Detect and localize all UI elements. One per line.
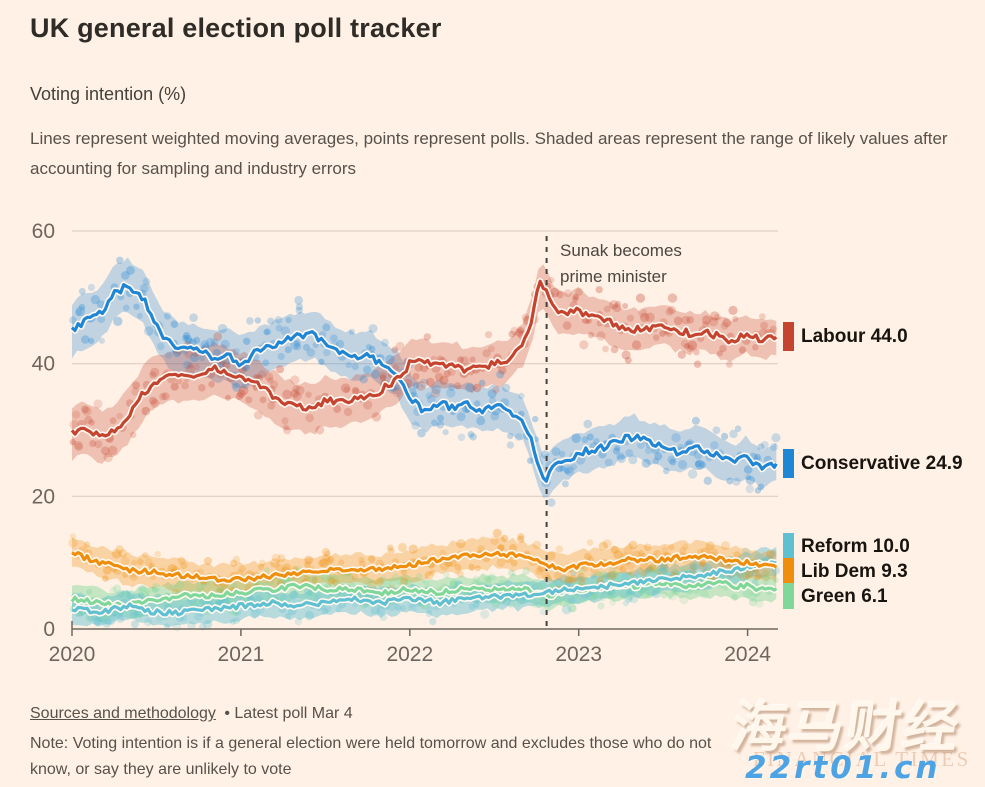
legend-conservative-value: 24.9 — [925, 453, 963, 474]
legend-swatch-reform — [783, 533, 794, 558]
line-conservative — [70, 283, 778, 483]
legend-swatch-libdem — [783, 558, 794, 583]
legend-libdem-value: 9.3 — [881, 561, 908, 582]
x-axis: 2020 2021 2022 2023 2024 — [49, 621, 778, 666]
x-tick-label: 2020 — [49, 643, 96, 666]
legend-reform-name: Reform — [801, 536, 868, 557]
watermark-url: 22rt01.cn — [745, 750, 941, 786]
legend-green-name: Green — [801, 586, 856, 607]
band-lib-dem — [72, 536, 777, 596]
y-tick-label: 60 — [32, 220, 55, 243]
chart-description: Lines represent weighted moving averages… — [30, 129, 948, 178]
sunak-annotation: Sunak becomes prime minister — [560, 238, 682, 290]
line-reform — [71, 560, 777, 617]
band-labour — [72, 264, 777, 464]
chart-subtitle: Voting intention (%) — [30, 84, 187, 104]
x-tick-label: 2022 — [386, 643, 433, 666]
legend-swatch-labour — [783, 322, 794, 351]
trend-lines — [69, 278, 780, 619]
line-labour — [70, 279, 778, 438]
poll-points — [68, 256, 781, 632]
legend-green: Green 6.1 — [801, 584, 888, 609]
legend-labour-name: Labour — [801, 326, 866, 347]
legend-libdem-name: Lib Dem — [801, 561, 876, 582]
x-tick-label: 2024 — [724, 643, 771, 666]
latest-poll-text: • Latest poll Mar 4 — [224, 705, 353, 722]
legend-reform: Reform 10.0 — [801, 534, 910, 559]
footer-sources-line: Sources and methodology • Latest poll Ma… — [30, 705, 353, 723]
legend-conservative-name: Conservative — [801, 453, 921, 474]
legend-libdem: Lib Dem 9.3 — [801, 559, 908, 584]
legend-swatch-conservative — [783, 449, 794, 478]
legend-conservative: Conservative 24.9 — [801, 451, 963, 476]
y-axis: 0 20 40 60 — [32, 220, 55, 641]
y-tick-label: 0 — [43, 618, 55, 641]
page-title: UK general election poll tracker — [30, 13, 442, 43]
x-tick-label: 2021 — [218, 643, 265, 666]
legend-labour-value: 44.0 — [870, 326, 908, 347]
sunak-annotation-line1: Sunak becomes — [560, 241, 682, 260]
y-tick-label: 40 — [32, 353, 55, 376]
watermark-financial-times: FINANCIAL TIMES — [753, 747, 971, 771]
y-tick-label: 20 — [32, 485, 55, 508]
confidence-bands — [72, 257, 777, 628]
x-tick-label: 2023 — [555, 643, 602, 666]
line-lib-dem — [71, 550, 778, 583]
footer-note: Note: Voting intention is if a general e… — [30, 735, 712, 778]
sources-link[interactable]: Sources and methodology — [30, 705, 216, 722]
sunak-annotation-line2: prime minister — [560, 267, 667, 286]
line-green — [70, 579, 778, 609]
band-green — [72, 566, 777, 620]
legend-reform-value: 10.0 — [872, 536, 910, 557]
band-conservative — [72, 257, 777, 498]
legend-labour: Labour 44.0 — [801, 324, 908, 349]
legend-green-value: 6.1 — [861, 586, 888, 607]
legend-swatch-green — [783, 583, 794, 609]
band-reform — [72, 546, 777, 628]
